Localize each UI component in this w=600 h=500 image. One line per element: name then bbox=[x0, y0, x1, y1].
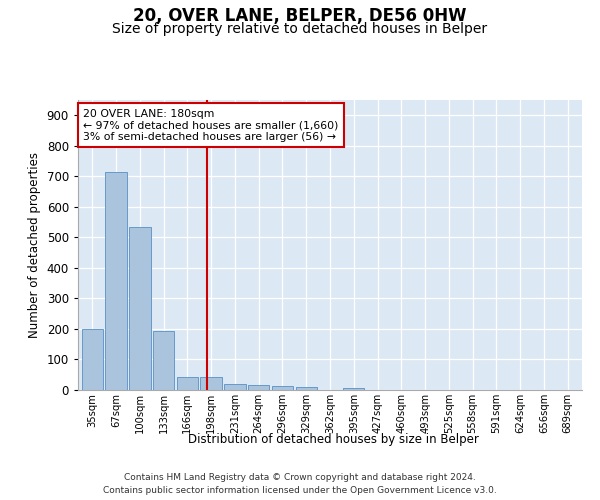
Bar bbox=[296, 387, 317, 390]
Text: 20, OVER LANE, BELPER, DE56 0HW: 20, OVER LANE, BELPER, DE56 0HW bbox=[133, 8, 467, 26]
Bar bbox=[224, 384, 245, 390]
Bar bbox=[176, 377, 198, 390]
Text: Distribution of detached houses by size in Belper: Distribution of detached houses by size … bbox=[188, 432, 478, 446]
Bar bbox=[106, 172, 127, 390]
Bar bbox=[200, 377, 222, 390]
Text: Size of property relative to detached houses in Belper: Size of property relative to detached ho… bbox=[112, 22, 488, 36]
Bar bbox=[272, 386, 293, 390]
Bar bbox=[153, 331, 174, 390]
Text: 20 OVER LANE: 180sqm
← 97% of detached houses are smaller (1,660)
3% of semi-det: 20 OVER LANE: 180sqm ← 97% of detached h… bbox=[83, 108, 338, 142]
Text: Contains HM Land Registry data © Crown copyright and database right 2024.: Contains HM Land Registry data © Crown c… bbox=[124, 472, 476, 482]
Bar bbox=[129, 226, 151, 390]
Bar bbox=[248, 386, 269, 390]
Y-axis label: Number of detached properties: Number of detached properties bbox=[28, 152, 41, 338]
Text: Contains public sector information licensed under the Open Government Licence v3: Contains public sector information licen… bbox=[103, 486, 497, 495]
Bar bbox=[82, 329, 103, 390]
Bar bbox=[343, 388, 364, 390]
